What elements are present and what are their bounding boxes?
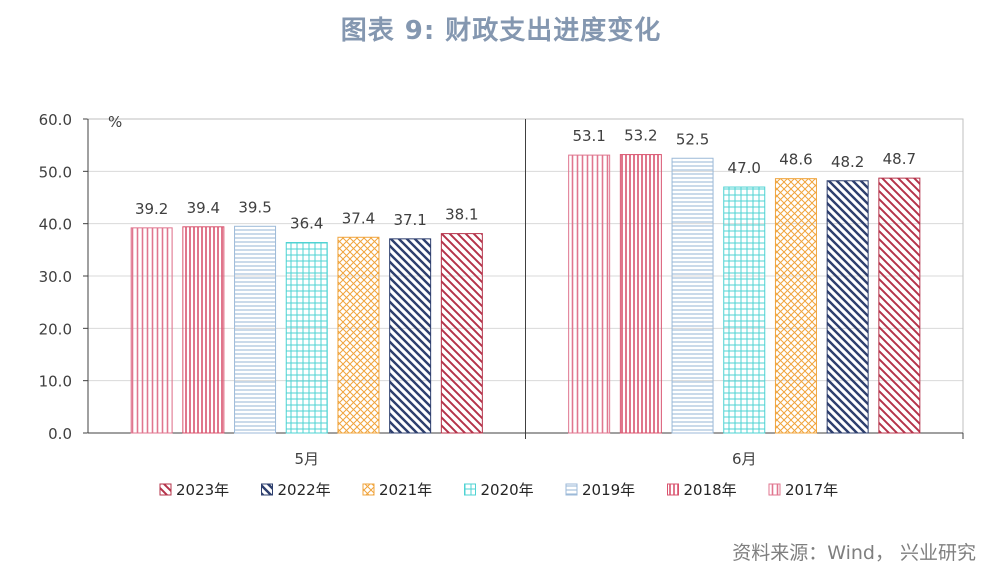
y-tick-label: 40.0 xyxy=(39,216,72,234)
bar xyxy=(337,236,380,434)
legend-label: 2017年 xyxy=(785,481,838,499)
bar xyxy=(389,238,432,434)
legend-swatch xyxy=(159,483,172,496)
data-label: 52.5 xyxy=(676,130,709,148)
bar xyxy=(774,178,817,434)
y-tick-label: 20.0 xyxy=(39,320,72,338)
y-tick-label: 10.0 xyxy=(39,373,72,391)
bar xyxy=(723,186,766,434)
y-tick-label: 0.0 xyxy=(48,425,72,443)
bar xyxy=(440,233,483,434)
x-tick-label: 6月 xyxy=(732,450,757,468)
y-unit-label: % xyxy=(108,113,122,131)
legend: 2023年 2022年 2021年 2020年 2019年 2018年 2017年 xyxy=(159,481,838,499)
data-label: 39.5 xyxy=(238,198,271,216)
legend-label: 2021年 xyxy=(379,481,432,499)
x-tick-label: 5月 xyxy=(294,450,319,468)
legend-label: 2019年 xyxy=(582,481,635,499)
bar xyxy=(182,226,225,434)
y-tick-label: 30.0 xyxy=(39,268,72,286)
bar xyxy=(568,154,611,434)
bar xyxy=(671,157,714,434)
bar xyxy=(878,177,921,434)
bar xyxy=(826,180,869,434)
legend-swatch xyxy=(565,483,578,496)
legend-swatch xyxy=(768,483,781,496)
page-title: 图表 9: 财政支出进度变化 xyxy=(340,16,662,46)
legend-swatch xyxy=(261,483,273,496)
legend-swatch xyxy=(362,483,375,496)
bar xyxy=(234,225,277,434)
legend-label: 2018年 xyxy=(684,481,737,499)
data-label: 37.4 xyxy=(342,209,375,227)
data-label: 53.2 xyxy=(624,127,657,145)
data-label: 48.6 xyxy=(779,151,812,169)
legend-label: 2023年 xyxy=(176,481,229,499)
bar xyxy=(619,154,662,434)
source-note: 资料来源：Wind， 兴业研究 xyxy=(732,542,976,564)
bar xyxy=(130,227,173,434)
data-label: 39.2 xyxy=(135,200,168,218)
y-tick-label: 50.0 xyxy=(39,163,72,181)
data-label: 48.7 xyxy=(883,150,916,168)
data-label: 48.2 xyxy=(831,153,864,171)
data-label: 39.4 xyxy=(187,199,220,217)
legend-swatch xyxy=(464,483,476,496)
data-label: 36.4 xyxy=(290,215,323,233)
data-label: 37.1 xyxy=(393,211,426,229)
y-tick-label: 60.0 xyxy=(39,111,72,129)
data-label: 47.0 xyxy=(728,159,761,177)
plot-area: 0.0 10.0 20.0 30.0 40.0 50.0 60.0 % 39.2 39.4 39.5… xyxy=(39,111,964,468)
data-label: 38.1 xyxy=(445,206,478,224)
legend-swatch xyxy=(667,483,679,496)
legend-label: 2020年 xyxy=(481,481,534,499)
bar xyxy=(285,242,328,434)
data-label: 53.1 xyxy=(572,127,605,145)
legend-label: 2022年 xyxy=(278,481,331,499)
